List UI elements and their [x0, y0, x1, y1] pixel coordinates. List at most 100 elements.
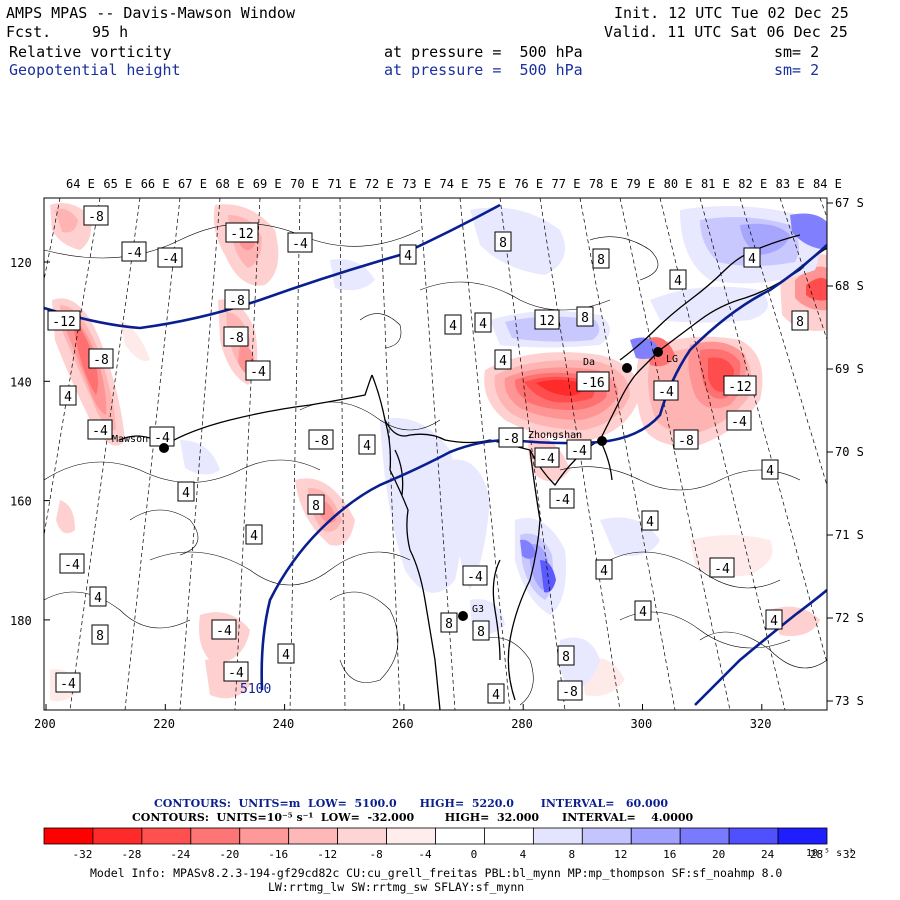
lon-label: 70 E: [290, 177, 319, 191]
lon-label: 82 E: [738, 177, 767, 191]
svg-text:-4: -4: [658, 385, 674, 400]
svg-text:-4: -4: [92, 424, 108, 439]
svg-text:-4: -4: [467, 570, 483, 585]
svg-text:-4: -4: [154, 431, 170, 446]
colorbar-bin: [581, 827, 632, 845]
right-latitude-labels: 67 S 68 S 69 S 70 S 71 S 72 S 73 S: [835, 196, 864, 708]
lon-label: 67 E: [178, 177, 207, 191]
contour-value-box: -4: [245, 360, 271, 381]
svg-text:4: 4: [499, 354, 507, 369]
lon-label: 84 E: [813, 177, 842, 191]
svg-text:8: 8: [312, 499, 320, 514]
colorbar-bin: [630, 827, 681, 845]
svg-text:-8: -8: [503, 432, 519, 447]
contour-value-box: 8: [494, 231, 512, 252]
svg-text:-12: -12: [52, 315, 75, 330]
lat-label: 69 S: [835, 362, 864, 376]
contour-value-box: -12: [47, 310, 81, 331]
lat-label: 71 S: [835, 528, 864, 542]
svg-text:4: 4: [282, 648, 290, 663]
colorbar-tick: 0: [471, 848, 478, 861]
y-label: 120: [10, 256, 32, 270]
contour-value-box: -4: [149, 426, 175, 447]
field1-name: Relative vorticity: [9, 43, 172, 61]
svg-text:8: 8: [445, 617, 453, 632]
top-longitude-labels: 64 E 65 E 66 E 67 E 68 E 69 E 70 E 71 E 72 E 73 E…: [66, 177, 842, 191]
svg-text:4: 4: [404, 249, 412, 264]
contour-value-box: -4: [55, 672, 81, 693]
colorbar-tick: -4: [418, 848, 432, 861]
contour-value-box: 4: [641, 510, 659, 531]
contour-value-box: 8: [576, 306, 594, 327]
contour-value-box: 4: [494, 349, 512, 370]
colorbar: [43, 827, 828, 845]
svg-text:4: 4: [492, 688, 500, 703]
lon-label: 65 E: [103, 177, 132, 191]
lat-label: 70 S: [835, 445, 864, 459]
station-label: Zhongshan: [528, 430, 582, 441]
colorbar-bin: [777, 827, 828, 845]
contour-value-box: -12: [723, 375, 757, 396]
colorbar-tick: 8: [569, 848, 576, 861]
station-label: Da: [583, 357, 595, 368]
colorbar-bin: [386, 827, 436, 845]
colorbar-bin: [190, 827, 241, 845]
contour-value-box: -4: [211, 619, 237, 640]
forecast-label: Fcst.: [6, 23, 52, 41]
bottom-grid-labels: 200 220 240 260 280 300 320: [34, 717, 771, 731]
contour-value-box: -4: [87, 419, 113, 440]
contour-value-box: 12: [534, 309, 560, 330]
svg-text:-12: -12: [728, 380, 751, 395]
contour-value-box: -12: [225, 222, 259, 243]
contour-value-box: -8: [88, 348, 114, 369]
svg-text:-8: -8: [229, 294, 245, 309]
height-contour-label: 5100: [240, 682, 271, 697]
svg-text:-8: -8: [678, 434, 694, 449]
field2-smoothing: sm= 2: [774, 61, 820, 79]
contour-value-box: -4: [121, 241, 147, 262]
model-info-line2: LW:rrtmg_lw SW:rrtmg_sw SFLAY:sf_mynn: [268, 880, 525, 894]
svg-text:-4: -4: [60, 677, 76, 692]
contour-value-box: 4: [358, 434, 376, 455]
svg-text:8: 8: [499, 236, 507, 251]
contour-value-box: 4: [595, 559, 613, 580]
svg-text:-4: -4: [216, 624, 232, 639]
map-frame: [43, 197, 828, 711]
colorbar-bin: [337, 827, 387, 845]
svg-text:-4: -4: [228, 666, 244, 681]
lon-label: 68 E: [215, 177, 244, 191]
contour-value-box: -8: [83, 205, 109, 226]
lat-label: 73 S: [835, 694, 864, 708]
colorbar-bin: [679, 827, 730, 845]
svg-text:-4: -4: [554, 493, 570, 508]
contour-value-box: 8: [307, 494, 325, 515]
y-label: 160: [10, 495, 32, 509]
svg-text:4: 4: [64, 390, 72, 405]
lon-label: 72 E: [365, 177, 394, 191]
colorbar-bin: [435, 827, 485, 845]
x-label: 260: [392, 717, 414, 731]
contour-value-box: 8: [91, 624, 109, 645]
svg-text:4: 4: [766, 464, 774, 479]
x-label: 280: [511, 717, 533, 731]
svg-text:4: 4: [449, 319, 457, 334]
colorbar-tick: 4: [520, 848, 527, 861]
contour-value-box: 8: [791, 310, 809, 331]
svg-text:-16: -16: [581, 376, 604, 391]
station-label: G3: [472, 604, 484, 615]
contour-value-box: -4: [223, 661, 249, 682]
station-marker: [622, 363, 632, 373]
contour-value-box: 4: [669, 269, 687, 290]
contour-value-box: -4: [549, 488, 575, 509]
lat-label: 72 S: [835, 611, 864, 625]
lon-label: 76 E: [514, 177, 543, 191]
contour-value-box: 8: [592, 248, 610, 269]
lon-label: 69 E: [253, 177, 282, 191]
map-title: AMPS MPAS -- Davis-Mawson Window: [6, 4, 295, 22]
svg-text:-4: -4: [64, 558, 80, 573]
svg-text:8: 8: [597, 253, 605, 268]
station-label: LG: [666, 354, 678, 365]
svg-text:-4: -4: [539, 452, 555, 467]
svg-text:4: 4: [600, 564, 608, 579]
lon-label: 75 E: [477, 177, 506, 191]
